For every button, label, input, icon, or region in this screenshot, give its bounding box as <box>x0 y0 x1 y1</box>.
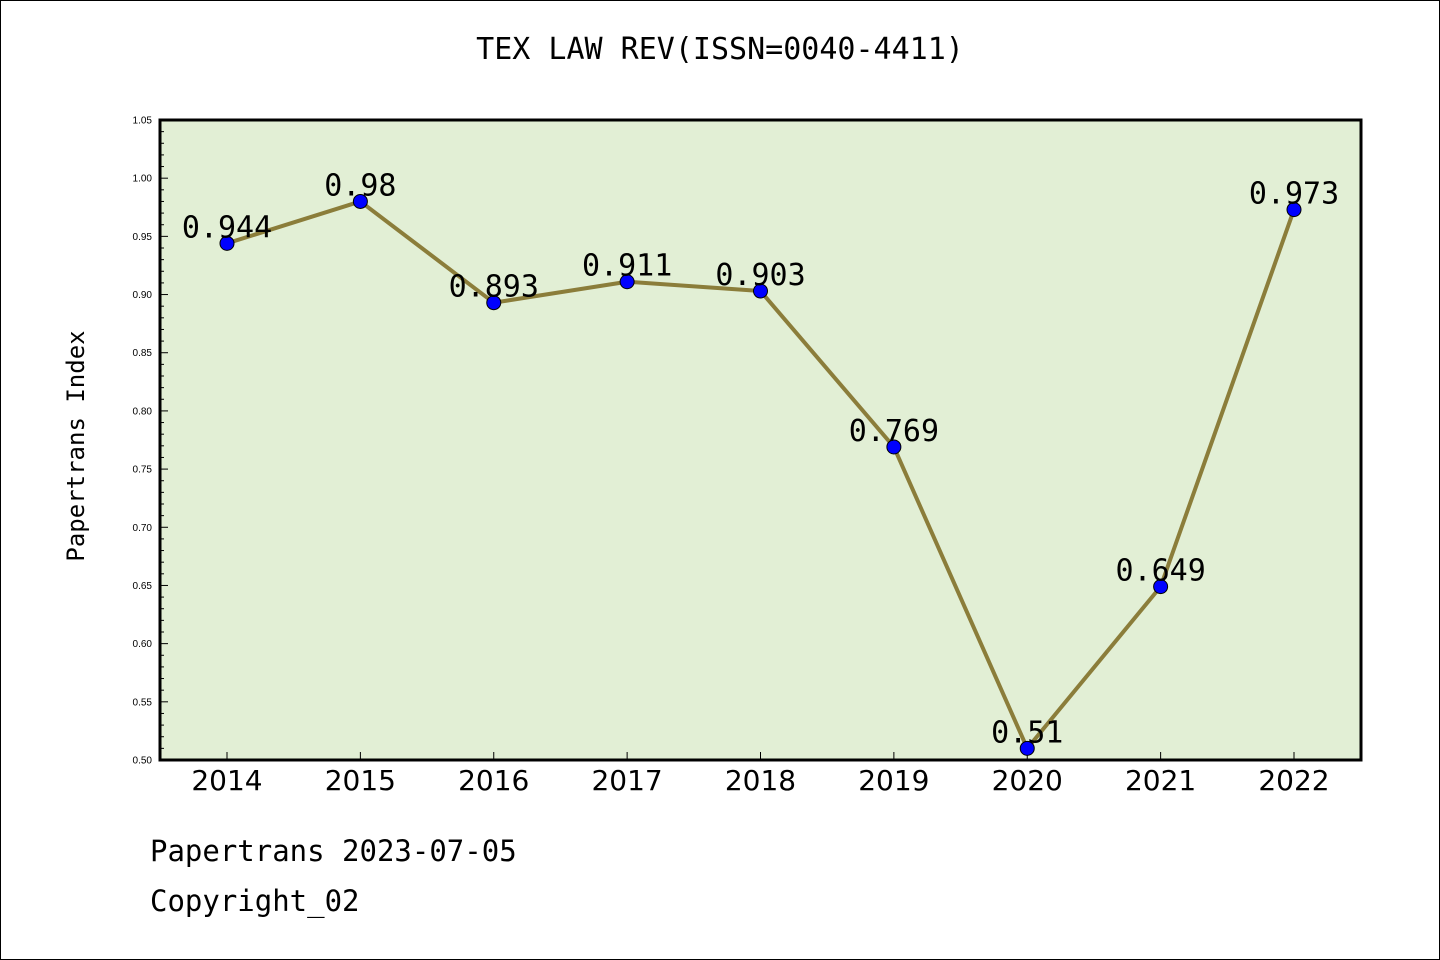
plot-border <box>158 118 1363 762</box>
data-label: 0.973 <box>1249 177 1339 212</box>
plot-area <box>160 120 1361 760</box>
data-point <box>352 193 368 209</box>
data-point <box>619 274 635 290</box>
data-point <box>753 283 768 299</box>
x-tick-label: 2021 <box>1125 764 1196 797</box>
x-tick-label: 2017 <box>591 764 662 797</box>
data-label: 0.944 <box>182 210 272 245</box>
y-tick-label: 0.65 <box>133 581 153 592</box>
data-label: 0.649 <box>1115 554 1205 589</box>
data-label: 0.98 <box>324 168 396 203</box>
x-tick-label: 2020 <box>992 764 1063 797</box>
y-tick-label: 0.80 <box>133 406 153 417</box>
y-tick-label: 0.95 <box>133 232 153 243</box>
y-tick-label: 0.75 <box>133 465 153 476</box>
y-tick-label: 0.70 <box>133 523 153 534</box>
y-tick-label: 0.60 <box>133 639 153 650</box>
data-point <box>1019 740 1035 756</box>
data-label: 0.893 <box>449 270 539 305</box>
x-tick-label: 2019 <box>858 764 929 797</box>
data-label: 0.903 <box>715 258 805 293</box>
y-tick-label: 1.05 <box>133 116 153 127</box>
data-label: 0.769 <box>849 414 939 449</box>
y-tick-label: 0.50 <box>133 756 153 767</box>
y-tick-label: 0.90 <box>133 290 153 301</box>
x-tick-label: 2022 <box>1258 764 1329 797</box>
y-tick-label: 1.00 <box>133 174 153 185</box>
x-tick-label: 2016 <box>458 764 529 797</box>
x-tick-label: 2015 <box>325 764 396 797</box>
x-tick-label: 2018 <box>725 764 796 797</box>
chart-title: TEX LAW REV(ISSN=0040-4411) <box>476 32 964 67</box>
x-tick-label: 2014 <box>191 764 262 797</box>
footer-source: Papertrans 2023-07-05 <box>150 834 517 868</box>
data-point <box>486 295 502 311</box>
y-tick-label: 0.55 <box>133 697 153 708</box>
footer-copyright: Copyright_02 <box>150 884 360 918</box>
data-point <box>1286 202 1302 218</box>
data-point <box>219 235 235 251</box>
data-label: 0.911 <box>582 249 672 284</box>
data-point <box>886 439 902 455</box>
data-point <box>1153 579 1169 595</box>
data-label: 0.51 <box>991 715 1063 750</box>
y-tick-label: 0.85 <box>133 348 153 359</box>
